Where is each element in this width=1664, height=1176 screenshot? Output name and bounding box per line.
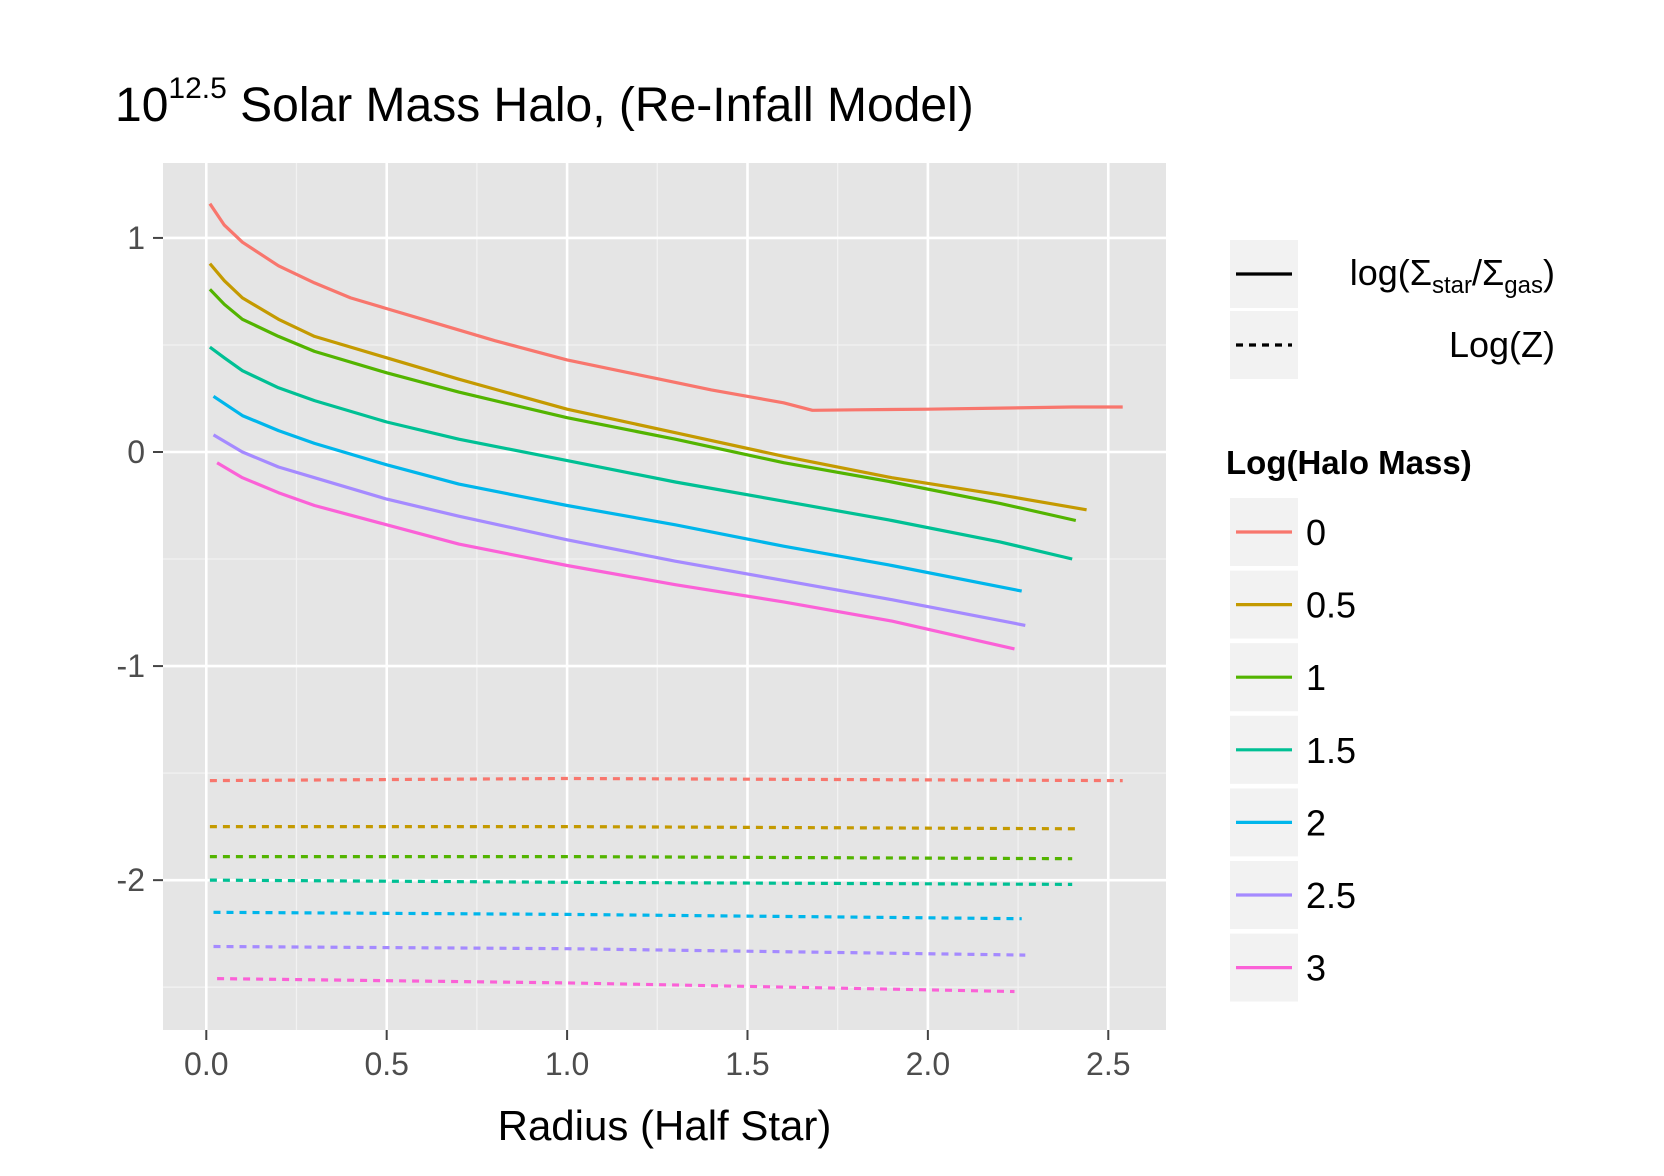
legend-label-color: 1.5 [1306,730,1356,771]
legend-label-color: 2 [1306,802,1326,843]
series-line-dashed-1.5 [209,878,1073,887]
plot-panel [163,163,1166,1030]
title-exponent: 12.5 [168,72,227,105]
legend-label-color: 0.5 [1306,585,1356,626]
chart-title: 1012.5 Solar Mass Halo, (Re-Infall Model… [115,72,974,133]
legend-label-color: 3 [1306,948,1326,989]
color-legend-title: Log(Halo Mass) [1226,444,1472,481]
series-line-solid-1.5 [208,345,1073,561]
legend-label-color: 1 [1306,657,1326,698]
series-line-dashed-0.5 [209,824,1080,831]
x-tick-label: 0.5 [364,1046,408,1082]
y-tick-label: -1 [117,648,145,684]
y-tick-label: 1 [127,220,145,256]
series-line-dashed-1 [209,854,1073,861]
legend-label-color: 0 [1306,512,1326,553]
title-base: 10 [115,79,169,132]
series-line-solid-0.5 [208,262,1087,512]
x-axis-title: Radius (Half Star) [498,1102,832,1149]
x-tick-label: 2.0 [906,1046,950,1082]
legend-label-color: 2.5 [1306,875,1356,916]
series-line-dashed-0 [209,776,1123,783]
y-tick-label: -2 [117,862,145,898]
x-tick-label: 1.0 [545,1046,589,1082]
x-tick-label: 0.0 [184,1046,228,1082]
legend-label-solid: log(Σstar/Σgas) [1350,252,1555,299]
series-line-dashed-2 [213,910,1022,921]
series-line-solid-3 [216,461,1015,651]
series-line-solid-2.5 [212,433,1026,627]
series-line-solid-2 [212,394,1023,593]
title-rest: Solar Mass Halo, (Re-Infall Model) [240,79,974,132]
x-tick-label: 1.5 [725,1046,769,1082]
series-line-dashed-2.5 [213,944,1026,957]
x-tick-label: 2.5 [1086,1046,1130,1082]
series-line-solid-1 [208,288,1077,523]
legend-label-dashed: Log(Z) [1449,324,1555,365]
series-line-solid-0 [208,202,1123,412]
y-tick-label: 0 [127,434,145,470]
